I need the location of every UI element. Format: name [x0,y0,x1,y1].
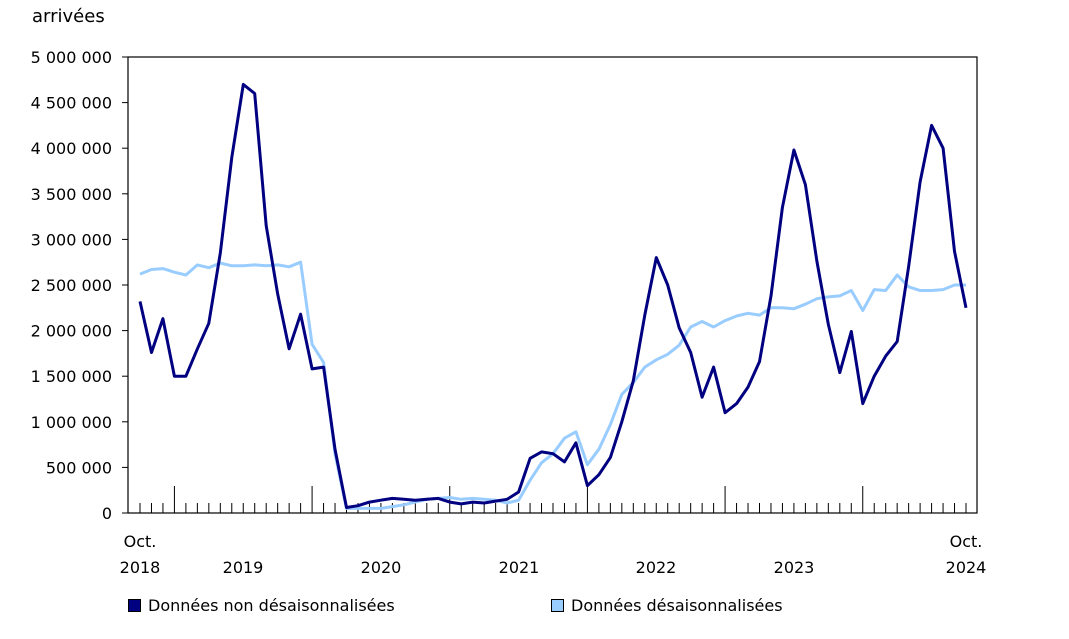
series-line-sa [139,260,966,510]
y-tick-label: 3 000 000 [31,230,112,249]
y-tick-label: 4 500 000 [31,94,112,113]
series-line-nsa [138,82,968,509]
plot-area [127,56,978,514]
y-tick-label: 2 000 000 [31,322,112,341]
y-tick-label: 1 000 000 [31,413,112,432]
x-year-label: 2023 [774,558,815,577]
x-year-label: 2019 [223,558,264,577]
x-year-label: 2020 [361,558,402,577]
y-tick-label: 5 000 000 [31,48,112,67]
legend-item-nsa: Données non désaisonnalisées [128,596,395,615]
legend-item-sa: Données désaisonnalisées [551,596,783,615]
legend-label-sa: Données désaisonnalisées [571,596,783,615]
x-start-year: 2018 [120,558,161,577]
x-start-month: Oct. [124,532,157,551]
y-tick-label: 500 000 [46,458,112,477]
legend-swatch-sa [551,599,564,612]
legend-swatch-nsa [128,599,141,612]
y-tick-label: 4 000 000 [31,139,112,158]
y-tick-label: 1 500 000 [31,367,112,386]
y-axis-title: arrivées [32,6,105,27]
x-end-month: Oct. [950,532,983,551]
y-tick-label: 0 [102,504,112,523]
legend-label-nsa: Données non désaisonnalisées [148,596,395,615]
x-year-label: 2021 [499,558,540,577]
y-tick-label: 2 500 000 [31,276,112,295]
x-year-label: 2022 [636,558,677,577]
x-end-year: 2024 [946,558,987,577]
y-tick-label: 3 500 000 [31,185,112,204]
